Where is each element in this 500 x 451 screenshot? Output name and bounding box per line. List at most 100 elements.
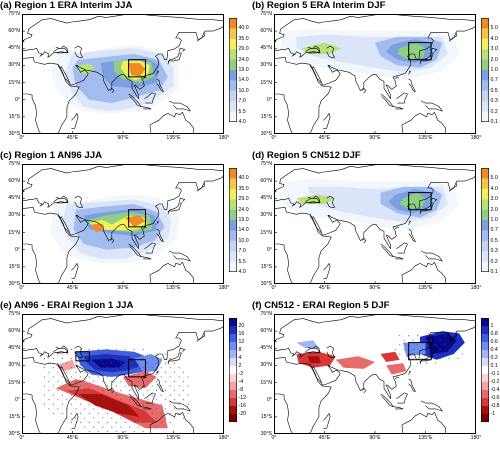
- coastline: [144, 92, 156, 104]
- coastlines: [274, 314, 476, 434]
- coastline: [71, 413, 79, 429]
- coastline: [75, 25, 224, 99]
- latitude-label: 45°N: [8, 345, 20, 352]
- region-box: [128, 359, 146, 378]
- coastline: [22, 93, 42, 134]
- longitude-label: 135°E: [166, 135, 181, 141]
- stipple-dot: [183, 371, 185, 373]
- panel-title: (b) Region 5 ERA Interim DJF: [252, 0, 386, 11]
- longitude-label: 180°: [218, 435, 230, 441]
- colorbar-segment: [481, 70, 489, 81]
- stipple-dot: [120, 417, 122, 419]
- stipple-dot: [93, 390, 95, 392]
- colorbar-frame: [229, 168, 237, 272]
- stipple-dot: [57, 371, 59, 373]
- stipple-dot: [102, 408, 104, 410]
- stipple-dot: [66, 380, 68, 382]
- stipple-dot: [115, 422, 117, 424]
- latitude-label: 15°S: [260, 113, 272, 120]
- panel-a: (a) Region 1 ERA Interim JJA 75°N 60°N 45°N…: [0, 0, 249, 148]
- colorbar-segment: [481, 240, 489, 252]
- coastline: [110, 238, 115, 244]
- latitude-label: 15°N: [8, 79, 20, 86]
- colorbar-segment: [229, 209, 237, 221]
- stipple-dot: [403, 339, 405, 341]
- coastline: [110, 388, 115, 394]
- stipple-dot: [129, 371, 131, 373]
- stipple-dot: [129, 426, 131, 428]
- stipple-dot: [88, 403, 90, 405]
- stipple-dot: [97, 394, 99, 396]
- stipple-dot: [75, 408, 77, 410]
- coastline: [274, 45, 321, 58]
- stipple-dot: [111, 399, 113, 401]
- stipple-dot: [169, 376, 171, 378]
- contour-fill: [380, 351, 400, 362]
- coastline: [22, 195, 69, 208]
- stipple-dot: [448, 348, 450, 350]
- colorbar-label: 0.5: [490, 87, 498, 94]
- stipple-dot: [102, 426, 104, 428]
- stipple-dot: [52, 358, 54, 360]
- stipple-dot: [138, 417, 140, 419]
- colorbar-label: 29.0: [238, 196, 249, 203]
- colorbar-segment: [481, 28, 489, 39]
- stipple-dot: [133, 348, 135, 350]
- coastline: [274, 393, 294, 434]
- latitude-label: 45°N: [8, 45, 20, 52]
- stipple-dot: [57, 353, 59, 355]
- stipple-dot: [48, 380, 50, 382]
- stipple-dot: [61, 376, 63, 378]
- coastlines: [22, 164, 224, 284]
- colorbar-segment: [481, 168, 489, 179]
- stipple-dot: [106, 385, 108, 387]
- longitude-label: 180°: [470, 435, 482, 441]
- stipple-dot: [444, 344, 446, 346]
- latitude-label: 45°N: [8, 195, 20, 202]
- stipple-dot: [115, 385, 117, 387]
- stipple-dot: [93, 362, 95, 364]
- colorbar-label: 40.0: [238, 25, 249, 32]
- coastline: [74, 345, 83, 358]
- coastline: [419, 352, 434, 365]
- stipple-dot: [147, 362, 149, 364]
- stipple-dot: [84, 408, 86, 410]
- region-box: [75, 351, 90, 362]
- colorbar-segment: [229, 80, 237, 91]
- longitude-label: 90°E: [117, 435, 129, 441]
- coastline: [420, 100, 443, 112]
- stipple-dot: [448, 339, 450, 341]
- stipple-dot: [448, 358, 450, 360]
- coastline: [59, 215, 89, 236]
- colorbar-label: -0.1: [490, 371, 500, 377]
- significance-stippling: [43, 348, 189, 433]
- stipple-dot: [138, 362, 140, 364]
- panel-title: (a) Region 1 ERA Interim JJA: [0, 0, 133, 11]
- longitude-label: 180°: [218, 135, 230, 141]
- stipple-dot: [129, 399, 131, 401]
- stipple-dot: [93, 371, 95, 373]
- stipple-dot: [399, 335, 401, 337]
- colorbar-label: 0.1: [490, 363, 498, 369]
- colorbar-label: 5.0: [490, 175, 498, 182]
- stipple-dot: [169, 367, 171, 369]
- coastline: [380, 243, 394, 257]
- latitude-label: 15°N: [260, 79, 272, 86]
- stipple-dot: [151, 403, 153, 405]
- coastline: [168, 100, 191, 112]
- colorbar-label: 5.0: [490, 25, 498, 32]
- coastline: [156, 70, 160, 75]
- colorbar: [229, 18, 237, 122]
- colorbar-segment: [481, 326, 489, 335]
- colorbar-segment: [481, 230, 489, 241]
- coastline: [420, 250, 443, 262]
- colorbar-segment: [481, 90, 489, 102]
- contour-fill: [91, 223, 104, 233]
- latitude-label: 45°N: [260, 195, 272, 202]
- region-box: [128, 59, 146, 78]
- stipple-dot: [151, 412, 153, 414]
- longitude-label: 180°: [470, 135, 482, 141]
- colorbar-label: 2: [238, 363, 242, 369]
- stipple-dot: [111, 362, 113, 364]
- stipple-dot: [412, 339, 414, 341]
